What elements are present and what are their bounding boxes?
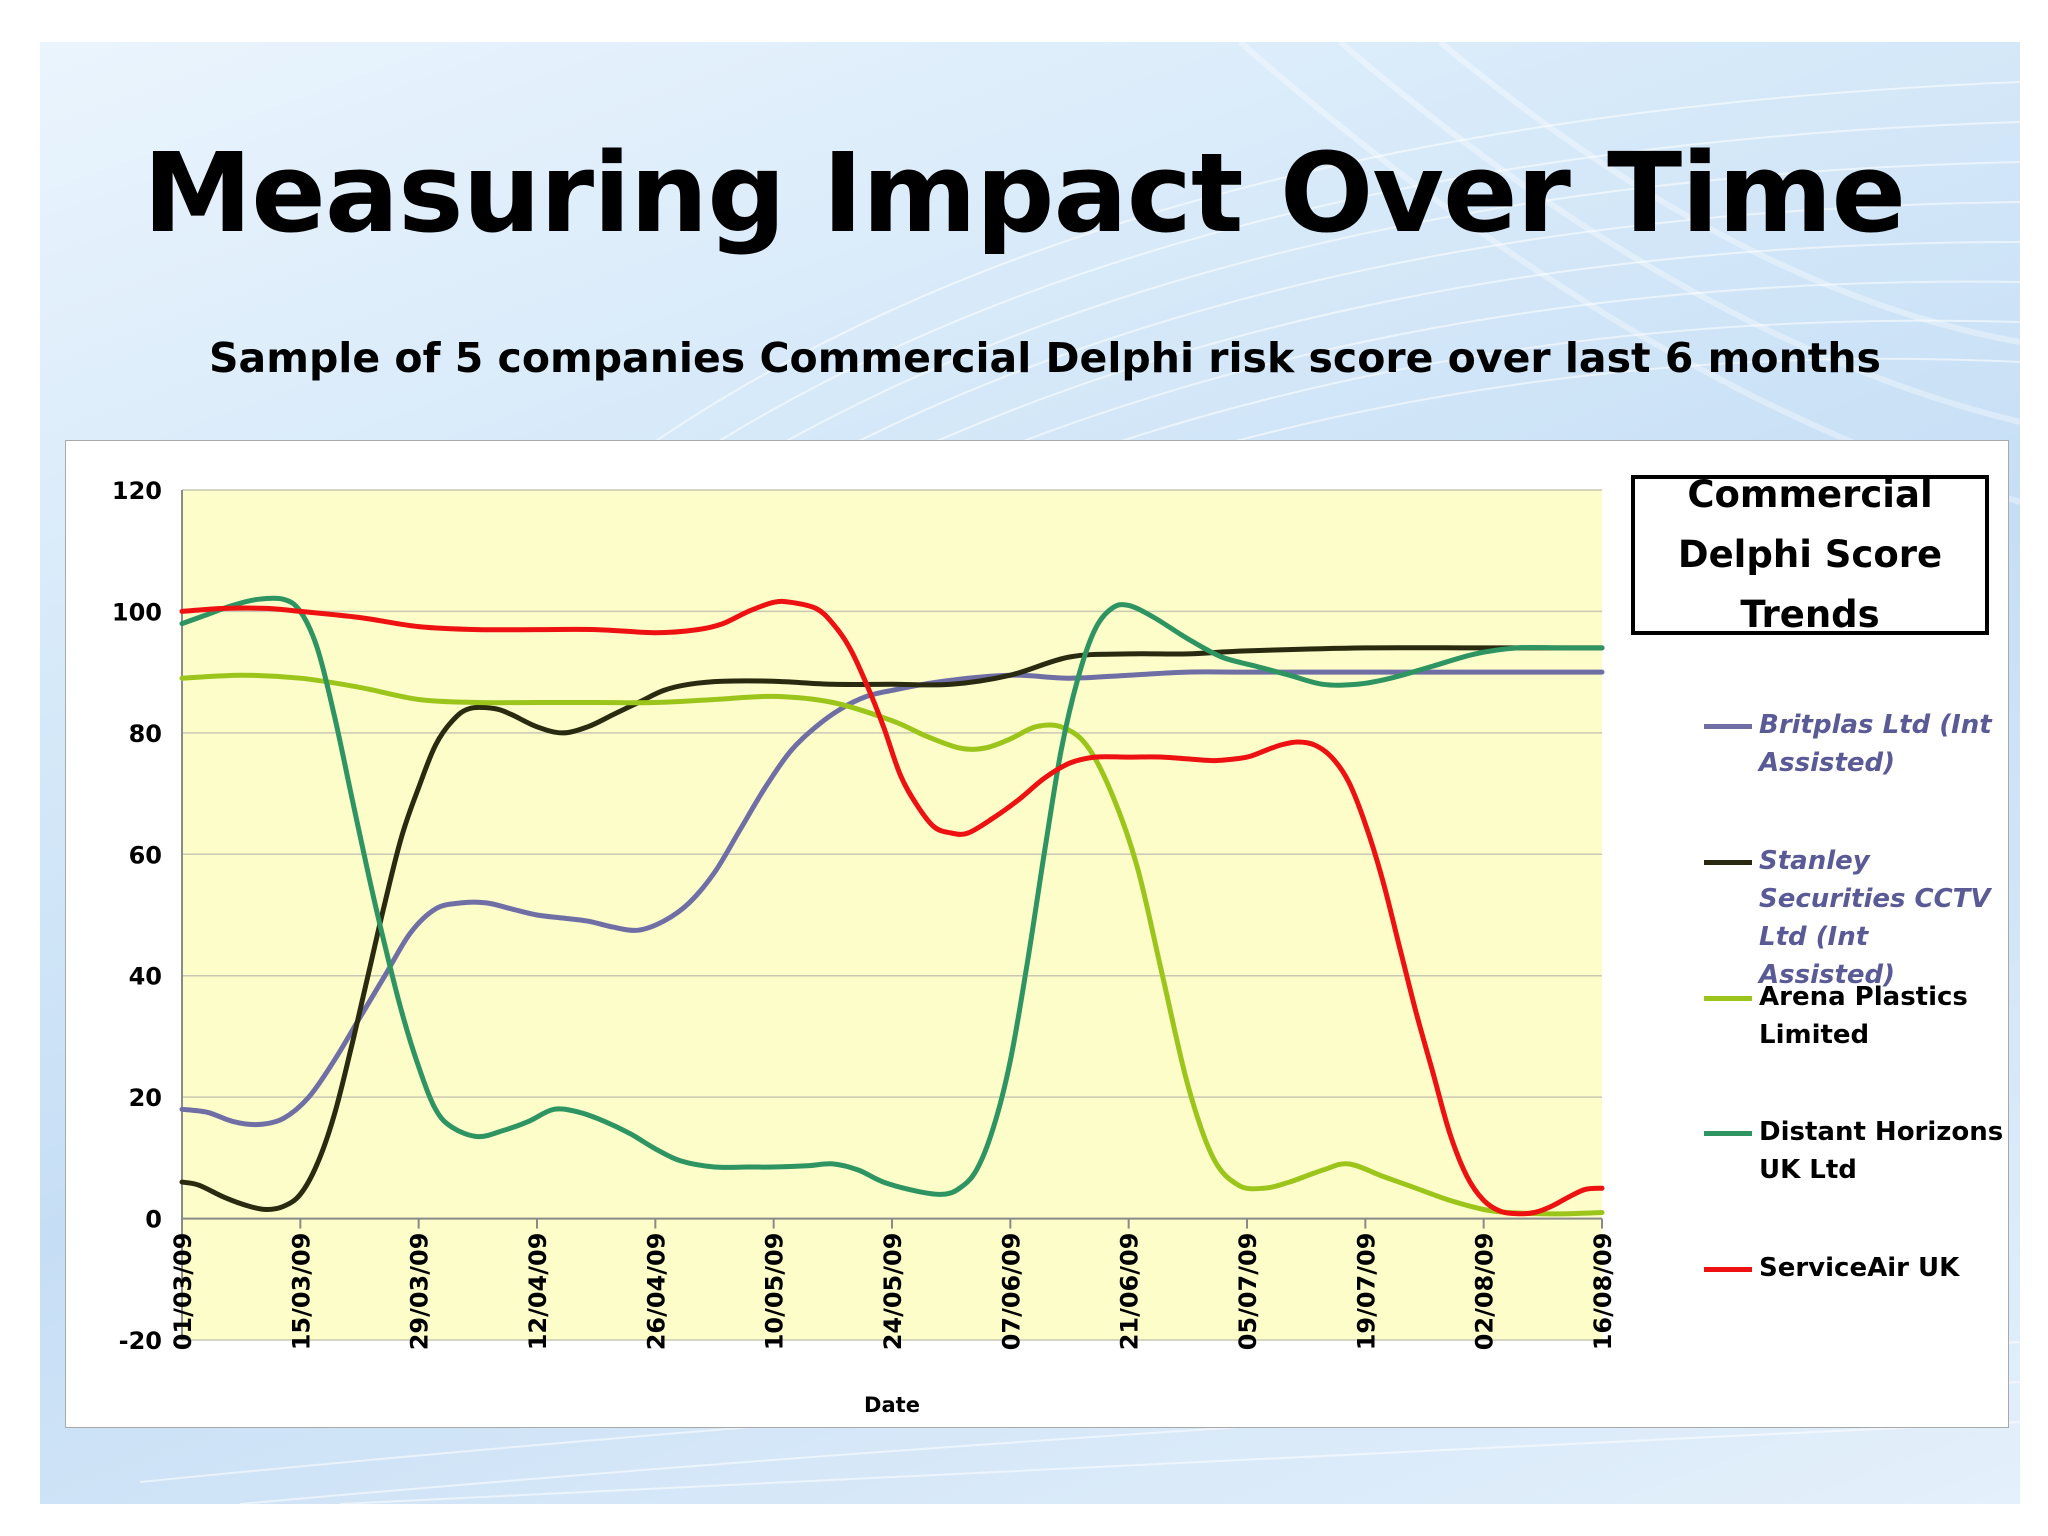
x-tick-label: 05/07/09 <box>1234 1233 1262 1351</box>
legend-swatch <box>1704 1131 1752 1136</box>
legend-swatch <box>1704 996 1752 1001</box>
x-tick-label: 10/05/09 <box>761 1233 789 1351</box>
legend-swatch <box>1704 724 1752 729</box>
x-tick-label: 12/04/09 <box>524 1233 552 1351</box>
y-tick-label: 120 <box>112 477 162 505</box>
x-tick-label: 16/08/09 <box>1589 1233 1617 1351</box>
x-tick-label: 15/03/09 <box>287 1233 315 1351</box>
legend-swatch <box>1704 860 1752 865</box>
legend-label: Distant Horizons UK Ltd <box>1759 1117 2004 1185</box>
legend-swatch <box>1704 1267 1752 1272</box>
series-line-britplas <box>179 669 1605 1128</box>
x-tick-label: 21/06/09 <box>1116 1233 1144 1351</box>
x-axis-label: Date <box>864 1393 920 1417</box>
y-tick-label: -20 <box>119 1327 162 1355</box>
series-line-serviceair <box>179 598 1605 1217</box>
page-subtitle: Sample of 5 companies Commercial Delphi … <box>209 334 1881 382</box>
series-line-stanley <box>179 645 1605 1212</box>
series-line-distant-horizons <box>179 595 1605 1197</box>
x-tick-label: 01/03/09 <box>169 1233 197 1351</box>
page-title: Measuring Impact Over Time <box>142 129 1906 257</box>
x-tick-label: 29/03/09 <box>406 1233 434 1351</box>
y-tick-label: 80 <box>129 720 162 748</box>
y-tick-label: 100 <box>112 598 162 626</box>
x-tick-label: 02/08/09 <box>1471 1233 1499 1351</box>
legend-label: Stanley Securities CCTV Ltd (Int Assiste… <box>1759 846 1991 990</box>
y-tick-label: 40 <box>129 963 162 991</box>
x-tick-label: 07/06/09 <box>997 1233 1025 1351</box>
x-tick-label: 24/05/09 <box>879 1233 907 1351</box>
tick-labels: -20 0 20 40 60 80 100 120 01/03/09 15/03/09 29/03/… <box>112 477 1617 1355</box>
legend-label: Britplas Ltd (Int Assisted) <box>1759 710 1992 778</box>
y-tick-label: 20 <box>129 1084 162 1112</box>
series-lines <box>179 595 1605 1217</box>
y-tick-label: 60 <box>129 841 162 869</box>
axes <box>181 490 1603 1340</box>
x-tick-label: 19/07/09 <box>1352 1233 1380 1351</box>
legend-title: Commercial Delphi Score Trends <box>1677 473 1943 636</box>
legend-label: Arena Plastics Limited <box>1759 982 1968 1050</box>
y-tick-label: 0 <box>145 1206 162 1234</box>
x-tick-label: 26/04/09 <box>642 1233 670 1351</box>
legend-label: ServiceAir UK <box>1759 1253 1960 1283</box>
series-line-arena <box>179 672 1605 1217</box>
legend-title-box: Commercial Delphi Score Trends <box>1631 473 1989 636</box>
plot-area <box>182 490 1602 1340</box>
